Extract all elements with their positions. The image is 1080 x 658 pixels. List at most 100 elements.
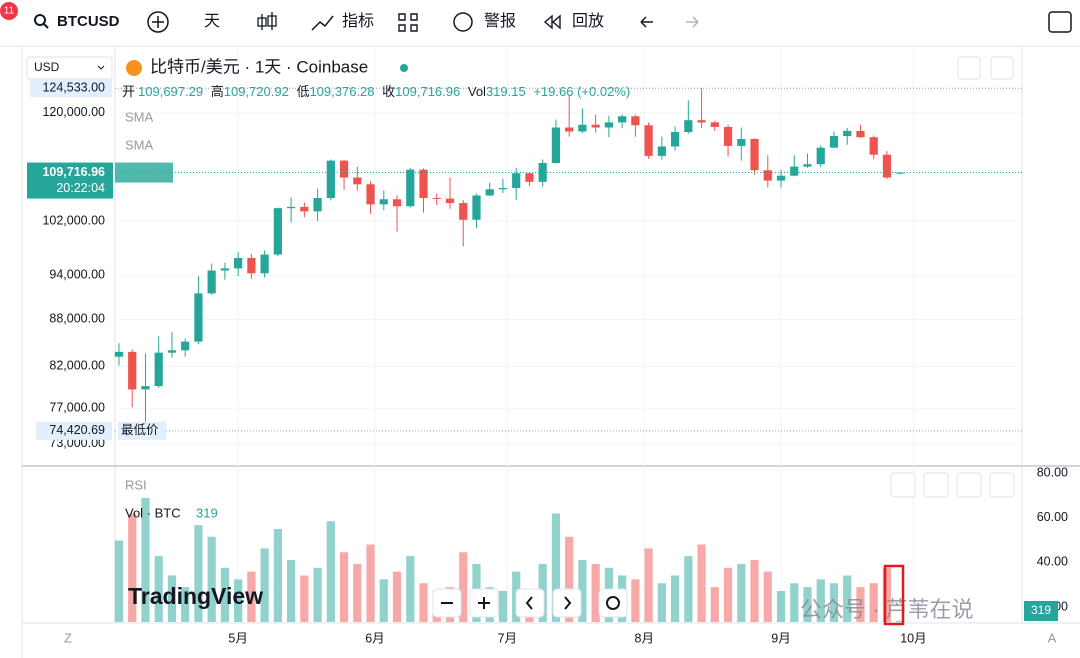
reset[interactable] <box>598 588 628 618</box>
candle-body <box>869 137 878 155</box>
candle-body <box>247 257 256 274</box>
volume-bar <box>565 536 574 622</box>
candle-body <box>816 147 825 165</box>
candle-body <box>763 170 772 181</box>
symbol[interactable]: BTCUSD <box>57 13 120 30</box>
legend-label: Vol <box>468 84 486 99</box>
y-tick-label: 94,000.00 <box>49 268 105 282</box>
scale-mode[interactable]: A <box>1048 630 1057 645</box>
volume-bar <box>247 571 256 622</box>
candle-body <box>260 254 269 274</box>
candle-body <box>366 184 375 205</box>
candle-body <box>644 125 653 156</box>
volume-bar <box>684 556 693 622</box>
volume-bar <box>339 552 349 622</box>
pane-button[interactable] <box>990 56 1014 80</box>
currency-select[interactable] <box>26 56 113 80</box>
volume-bar <box>829 583 839 622</box>
volume-badge-value: 319 <box>1031 603 1051 617</box>
candle-body <box>670 132 680 147</box>
legend-label: 高 <box>211 84 224 99</box>
volume-bar <box>128 513 137 622</box>
redo[interactable] <box>686 16 699 28</box>
candle-body <box>750 138 759 171</box>
y-tick-label: 120,000.00 <box>42 105 105 119</box>
volume-bar <box>657 583 666 622</box>
x-tick-label: 9月 <box>771 631 790 645</box>
chart-type[interactable] <box>257 12 277 30</box>
candle-body <box>882 154 892 178</box>
volume-bar <box>591 563 600 622</box>
pane-button[interactable] <box>923 472 949 498</box>
pane-button[interactable] <box>956 472 982 498</box>
candle-body <box>485 189 494 196</box>
indicators[interactable]: 指标 <box>342 12 374 30</box>
candle-body <box>445 198 455 204</box>
chart-title: 比特币/美元 · 1天 · Coinbase <box>150 57 368 76</box>
search-icon[interactable] <box>34 14 46 26</box>
volume-bar <box>300 575 309 622</box>
volume-bar <box>551 513 561 622</box>
undo[interactable] <box>640 16 653 28</box>
volume-bar <box>141 498 150 622</box>
volume-bar <box>234 579 243 622</box>
volume-bar <box>896 620 905 622</box>
interval[interactable]: 天 <box>204 13 220 30</box>
scroll-right[interactable] <box>552 588 582 618</box>
scroll-left[interactable] <box>515 588 545 618</box>
add-symbol[interactable] <box>147 11 169 33</box>
volume-bar <box>776 591 786 622</box>
time-corner[interactable]: Z <box>64 630 72 645</box>
fullscreen[interactable] <box>1048 11 1072 33</box>
x-tick-label: 5月 <box>228 631 247 645</box>
y-tick-label: 102,000.00 <box>42 213 105 227</box>
candle-body <box>803 164 812 167</box>
candle-body <box>896 172 905 174</box>
x-tick-label: 6月 <box>365 631 384 645</box>
candle-body <box>326 160 335 199</box>
legend-value: 319.15 <box>486 84 526 99</box>
candle-body <box>167 350 177 353</box>
rsi-title[interactable]: RSI <box>125 477 147 492</box>
last-price-box <box>27 162 113 199</box>
volume-bar <box>882 567 892 622</box>
layouts[interactable] <box>398 13 418 32</box>
candle-body <box>286 206 296 209</box>
legend-value: 109,716.96 <box>395 84 460 99</box>
icon <box>564 596 572 610</box>
badge-count: 11 <box>4 6 15 17</box>
volume-bar <box>498 591 508 622</box>
overlay-text: 公众号 · 芦苇在说 <box>800 597 974 622</box>
candle-body <box>565 127 574 132</box>
y-tick-label: 88,000.00 <box>49 312 105 326</box>
pane-button[interactable] <box>957 56 981 80</box>
candle-body <box>339 160 349 178</box>
alert-icon <box>453 12 473 32</box>
volume-bar <box>459 552 468 622</box>
candle-body <box>551 127 561 164</box>
candle-body <box>220 268 230 271</box>
plot: 120,000.00 102,000.00 94,000.00 88,000.00 82… <box>27 48 1068 645</box>
volume-bar <box>869 583 878 622</box>
legend-change: +19.66 (+0.02%) <box>533 84 630 99</box>
volume-badge <box>1024 601 1058 621</box>
pane-button[interactable] <box>890 472 916 498</box>
indicator[interactable]: SMA <box>125 137 154 152</box>
candle-body <box>300 206 309 212</box>
icon <box>525 596 533 610</box>
volume-bar <box>803 587 812 622</box>
replay[interactable]: 回放 <box>572 12 604 30</box>
candle-body <box>710 122 719 127</box>
x-tick-label: 7月 <box>498 631 517 645</box>
status-dot <box>400 64 408 72</box>
candle-body <box>578 124 587 132</box>
alert[interactable]: 警报 <box>484 12 516 30</box>
volume-bar <box>154 556 163 622</box>
volume-bar <box>392 571 402 622</box>
pane-button[interactable] <box>989 472 1015 498</box>
highlight-box <box>883 564 905 626</box>
candle-body <box>472 195 481 220</box>
candle-body <box>697 120 706 123</box>
candle-body <box>604 122 613 128</box>
indicator[interactable]: SMA <box>125 109 154 124</box>
